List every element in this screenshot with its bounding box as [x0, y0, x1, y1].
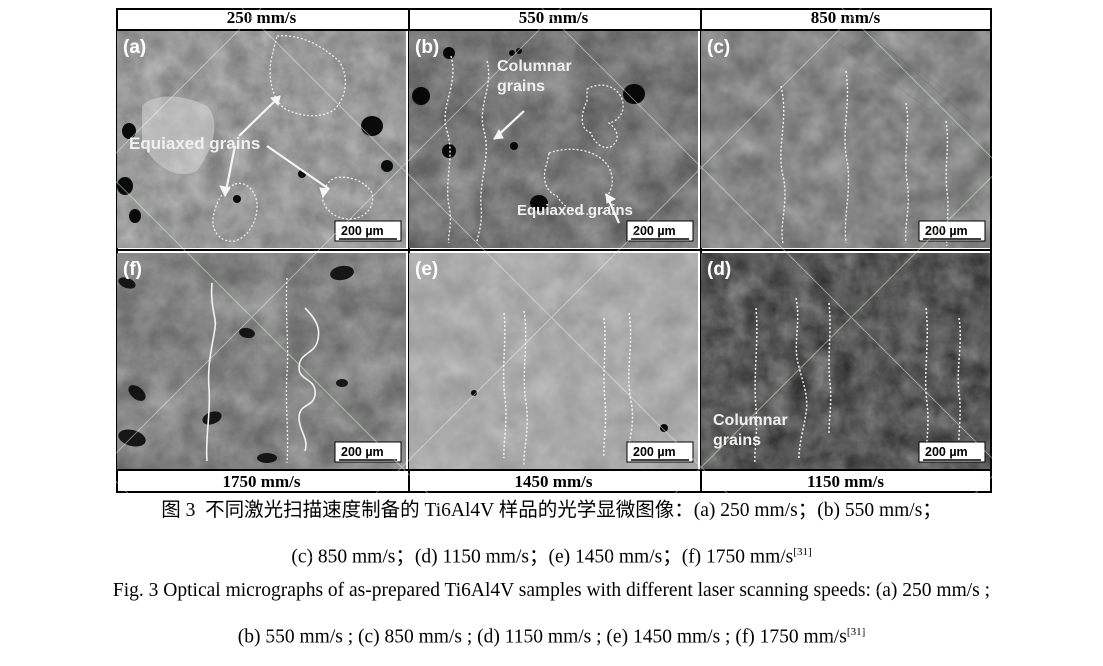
svg-text:grains: grains [497, 78, 545, 95]
svg-text:(f): (f) [123, 259, 142, 280]
svg-text:200 µm: 200 µm [341, 445, 384, 459]
svg-text:200 µm: 200 µm [633, 224, 676, 238]
svg-text:(a): (a) [123, 37, 146, 58]
svg-text:Columnar: Columnar [497, 58, 572, 75]
svg-text:200 µm: 200 µm [925, 445, 968, 459]
svg-text:(d): (d) [707, 259, 731, 280]
svg-text:200 µm: 200 µm [633, 445, 676, 459]
svg-text:Equiaxed grains: Equiaxed grains [517, 202, 633, 219]
svg-text:(b): (b) [415, 37, 439, 58]
svg-text:(c): (c) [707, 37, 730, 58]
svg-text:Equiaxed grains: Equiaxed grains [129, 134, 260, 153]
svg-text:grains: grains [713, 432, 761, 449]
svg-text:(e): (e) [415, 259, 438, 280]
svg-text:200 µm: 200 µm [341, 224, 384, 238]
svg-text:Columnar: Columnar [713, 412, 788, 429]
svg-text:200 µm: 200 µm [925, 224, 968, 238]
